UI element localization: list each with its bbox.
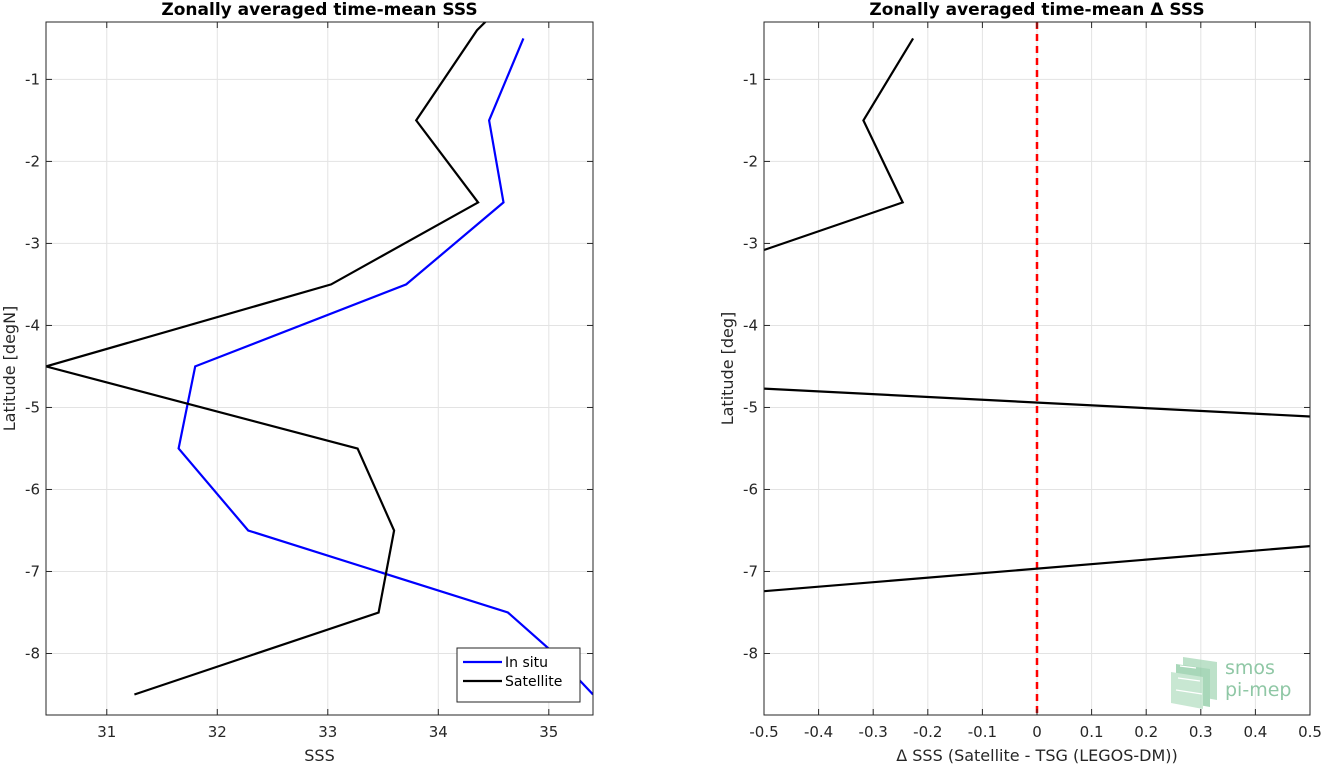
y-tick-label: -7 [743,562,758,580]
x-tick-label: 33 [318,723,337,741]
x-tick-label: -0.4 [804,723,833,741]
x-tick-label: -0.2 [913,723,942,741]
x-tick-label: 0.3 [1189,723,1213,741]
y-tick-label: -1 [25,70,40,88]
x-tick-label: 0 [1032,723,1042,741]
x-axis-label: SSS [304,746,334,764]
series-line-satellite-0 [46,22,487,696]
smos-pi-mep-logo: smos pi-mep [1171,657,1291,709]
legend-label-in-situ: In situ [505,655,548,671]
series-group [46,22,593,696]
legend: In situ Satellite [456,647,581,703]
x-tick-label: 35 [539,723,558,741]
y-tick-label: -2 [25,152,40,170]
y-tick-label: -1 [743,70,758,88]
series-line-0-0 [764,37,915,252]
logo-text-pi-mep: pi-mep [1225,679,1291,701]
y-tick-label: -3 [25,234,40,252]
y-tick-label: -4 [743,316,758,334]
y-tick-label: -6 [743,480,758,498]
legend-label-satellite: Satellite [505,674,562,690]
left-panel-sss: 31 32 33 34 35 -1 -2 -3 -4 -5 -6 -7 -8 Zonally averag… [0,0,594,764]
x-tick-label: 0.1 [1080,723,1104,741]
x-tick-label: 0.4 [1243,723,1267,741]
x-tick-label: -0.5 [749,723,778,741]
x-tick-label: -0.1 [968,723,997,741]
y-tick-label: -3 [743,234,758,252]
series-line-0-1 [764,387,1310,418]
logo-text-smos: smos [1225,657,1275,679]
x-tick-label: 34 [429,723,448,741]
x-tick-label: -0.3 [859,723,888,741]
x-tick-label: 0.2 [1134,723,1158,741]
logo-emblem [1171,657,1217,709]
chart-title: Zonally averaged time-mean SSS [161,0,477,20]
y-tick-label: -5 [25,398,40,416]
x-tick-label: 32 [208,723,227,741]
y-tick-label: -8 [743,644,758,662]
right-panel-delta-sss: -0.5 -0.4 -0.3 -0.2 -0.1 0 0.1 0.2 0.3 0.4 0.5 -1 -2… [718,0,1322,764]
y-tick-label: -4 [25,316,40,334]
y-axis-label: Latitude [degN] [0,306,19,432]
y-tick-label: -7 [25,562,40,580]
x-tick-label: 0.5 [1298,723,1322,741]
y-tick-label: -8 [25,644,40,662]
x-tick-label: 31 [97,723,116,741]
y-tick-label: -2 [743,152,758,170]
x-axis-label: Δ SSS (Satellite - TSG (LEGOS-DM)) [896,746,1178,764]
axes-box [45,21,594,716]
series-group [764,37,1310,593]
y-tick-label: -5 [743,398,758,416]
y-axis-label: Latitude [deg] [718,312,737,426]
series-line-in-situ-0 [177,37,593,696]
legend-box [456,647,581,703]
y-tick-label: -6 [25,480,40,498]
series-line-0-2 [764,545,1310,593]
chart-title: Zonally averaged time-mean Δ SSS [869,0,1204,20]
